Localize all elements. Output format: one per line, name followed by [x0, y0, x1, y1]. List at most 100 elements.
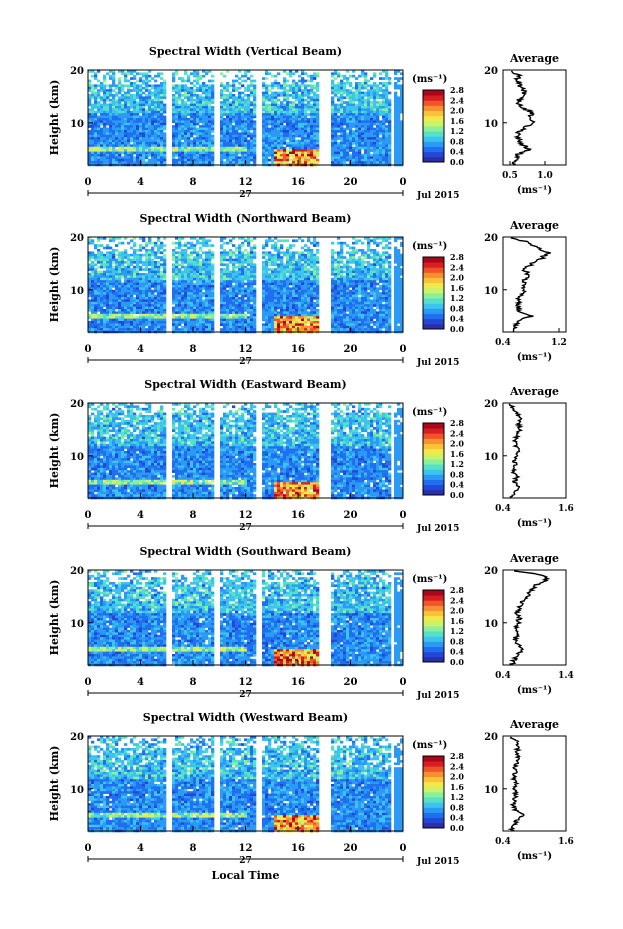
- heatmap-cell: [247, 130, 251, 133]
- heatmap-cell: [175, 108, 179, 112]
- heatmap-cell: [202, 146, 206, 150]
- heatmap-cell: [106, 251, 110, 255]
- heatmap-cell: [379, 89, 383, 92]
- heatmap-cell: [109, 137, 113, 140]
- heatmap-cell: [136, 253, 140, 257]
- heatmap-cell: [379, 86, 383, 90]
- heatmap-cell: [283, 275, 287, 279]
- heatmap-cell: [88, 82, 92, 85]
- heatmap-cell: [379, 146, 383, 150]
- heatmap-cell: [115, 113, 119, 116]
- heatmap-cell: [382, 289, 386, 293]
- heatmap-cell: [247, 239, 251, 243]
- heatmap-cell: [355, 268, 359, 271]
- heatmap-cell: [382, 239, 386, 243]
- heatmap-cell: [253, 289, 257, 293]
- heatmap-cell: [142, 108, 146, 112]
- heatmap-cell: [382, 106, 386, 109]
- heatmap-cell: [394, 82, 398, 85]
- heatmap-cell: [163, 142, 167, 145]
- heatmap-cell: [133, 96, 137, 100]
- heatmap-cell: [136, 130, 140, 133]
- heatmap-cell: [358, 84, 362, 88]
- heatmap-cell: [277, 246, 281, 250]
- heatmap-cell: [163, 86, 167, 90]
- heatmap-cell: [232, 101, 236, 104]
- heatmap-cell: [370, 263, 374, 267]
- heatmap-cell: [271, 125, 275, 128]
- heatmap-cell: [274, 134, 278, 138]
- heatmap-cell: [301, 82, 305, 85]
- heatmap-cell: [271, 103, 275, 107]
- heatmap-cell: [253, 115, 257, 119]
- heatmap-cell: [148, 113, 152, 116]
- heatmap-cell: [163, 127, 167, 131]
- heatmap-cell: [196, 118, 200, 121]
- heatmap-cell: [178, 151, 182, 155]
- heatmap-cell: [205, 86, 209, 90]
- heatmap-cell: [208, 125, 212, 128]
- heatmap-cell: [334, 277, 338, 281]
- heatmap-cell: [220, 125, 224, 128]
- heatmap-cell: [160, 89, 164, 92]
- heatmap-cell: [160, 263, 164, 267]
- heatmap-cell: [148, 137, 152, 140]
- heatmap-cell: [223, 251, 227, 255]
- heatmap-cell: [265, 125, 269, 128]
- heatmap-cell: [343, 84, 347, 88]
- heatmap-cell: [184, 289, 188, 293]
- heatmap-cell: [271, 86, 275, 90]
- heatmap-cell: [91, 256, 95, 259]
- heatmap-cell: [139, 258, 143, 262]
- heatmap-cell: [241, 270, 245, 274]
- heatmap-cell: [157, 122, 161, 126]
- heatmap-cell: [400, 277, 404, 281]
- heatmap-cell: [148, 110, 152, 114]
- heatmap-cell: [172, 79, 176, 83]
- heatmap-cell: [331, 113, 335, 116]
- heatmap-cell: [190, 237, 194, 240]
- heatmap-cell: [205, 96, 209, 100]
- heatmap-cell: [229, 120, 233, 124]
- heatmap-cell: [181, 156, 185, 160]
- heatmap-cell: [109, 270, 113, 274]
- heatmap-cell: [178, 149, 182, 152]
- heatmap-cell: [115, 280, 119, 283]
- heatmap-cell: [385, 282, 389, 286]
- heatmap-cell: [112, 144, 116, 148]
- heatmap-cell: [154, 282, 158, 286]
- heatmap-cell: [346, 282, 350, 286]
- heatmap-cell: [355, 86, 359, 90]
- heatmap-cell: [160, 106, 164, 109]
- heatmap-cell: [253, 98, 257, 102]
- heatmap-cell: [172, 137, 176, 140]
- heatmap-cell: [118, 263, 122, 267]
- heatmap-cell: [370, 273, 374, 276]
- heatmap-cell: [121, 149, 125, 152]
- heatmap-cell: [352, 146, 356, 150]
- heatmap-cell: [187, 91, 191, 95]
- heatmap-cell: [331, 149, 335, 152]
- heatmap-cell: [121, 72, 125, 76]
- heatmap-cell: [397, 268, 401, 271]
- heatmap-cell: [376, 108, 380, 112]
- heatmap-cell: [340, 91, 344, 95]
- heatmap-cell: [301, 253, 305, 257]
- heatmap-cell: [397, 258, 401, 262]
- heatmap-cell: [292, 273, 296, 276]
- heatmap-cell: [205, 282, 209, 286]
- heatmap-cell: [145, 94, 149, 97]
- heatmap-cell: [190, 72, 194, 76]
- heatmap-cell: [223, 258, 227, 262]
- heatmap-cell: [355, 161, 359, 164]
- heatmap-cell: [313, 94, 317, 97]
- heatmap-cell: [268, 142, 272, 145]
- heatmap-cell: [286, 130, 290, 133]
- heatmap-cell: [364, 91, 368, 95]
- heatmap-cell: [88, 289, 92, 293]
- heatmap-cell: [283, 270, 287, 274]
- heatmap-cell: [286, 239, 290, 243]
- heatmap-cell: [316, 86, 320, 90]
- heatmap-cell: [355, 103, 359, 107]
- heatmap-cell: [352, 256, 356, 259]
